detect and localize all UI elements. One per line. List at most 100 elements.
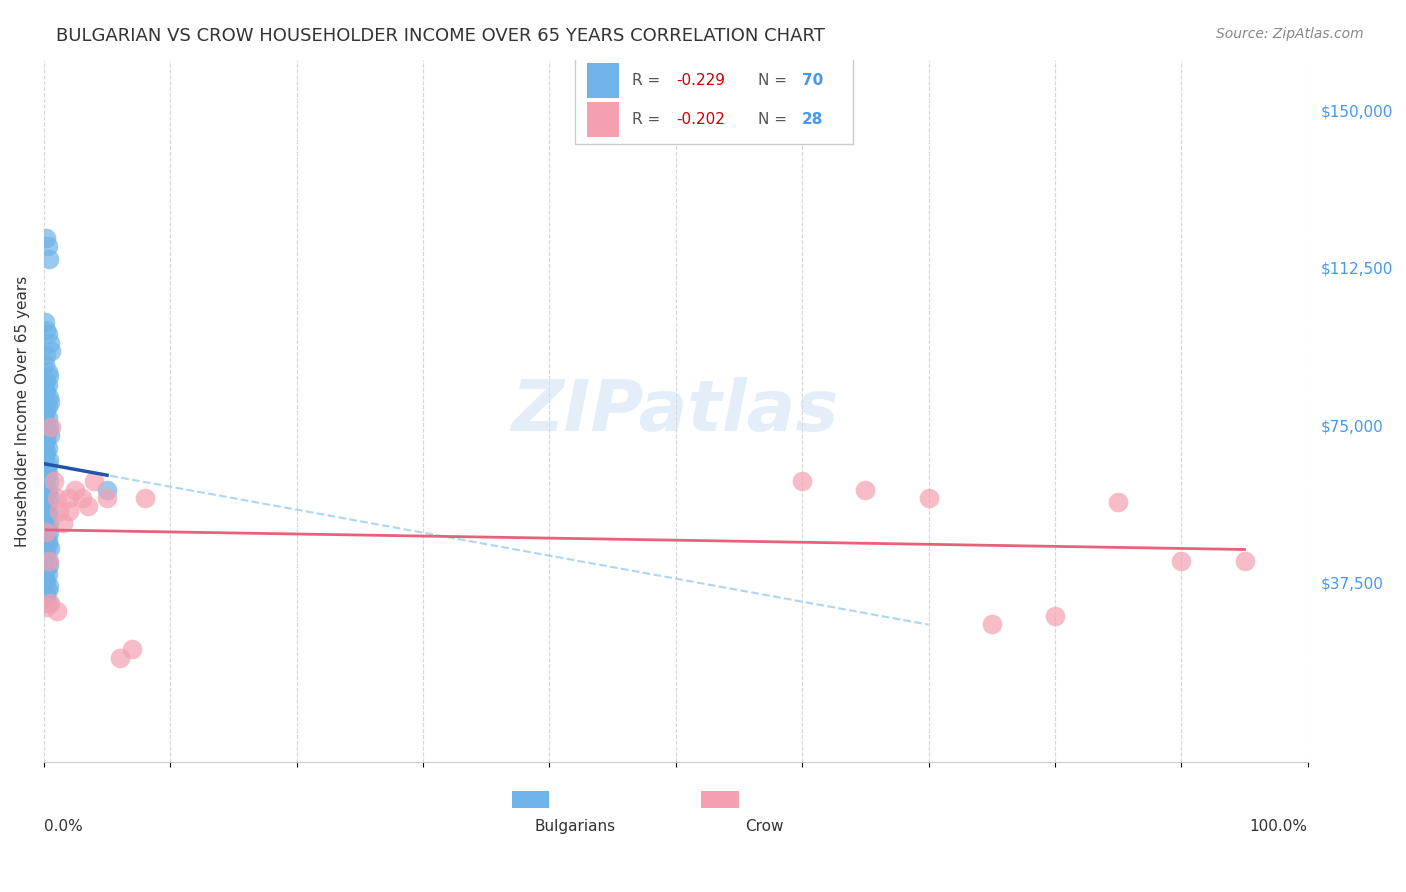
Point xyxy=(34,571,56,585)
Text: $150,000: $150,000 xyxy=(1320,104,1393,120)
Point xyxy=(37,458,59,472)
Text: N =: N = xyxy=(758,73,792,88)
Point xyxy=(35,323,58,337)
Point xyxy=(35,231,58,245)
Point xyxy=(34,357,56,371)
Text: 100.0%: 100.0% xyxy=(1250,819,1308,834)
Text: N =: N = xyxy=(758,112,792,127)
Point xyxy=(37,377,59,392)
Text: $37,500: $37,500 xyxy=(1320,576,1384,591)
Text: R =: R = xyxy=(631,112,665,127)
Text: ZIPatlas: ZIPatlas xyxy=(512,376,839,445)
Point xyxy=(38,453,60,467)
Bar xyxy=(575,53,853,144)
Point xyxy=(45,491,67,505)
Point xyxy=(1170,554,1192,568)
Text: Source: ZipAtlas.com: Source: ZipAtlas.com xyxy=(1216,27,1364,41)
Point xyxy=(38,524,60,539)
Point xyxy=(83,475,105,489)
Point xyxy=(38,475,60,489)
Point xyxy=(35,562,58,576)
Point xyxy=(35,433,58,447)
Point xyxy=(38,369,60,384)
Point xyxy=(37,411,59,425)
Point xyxy=(35,374,58,388)
Point xyxy=(39,394,62,409)
Point xyxy=(58,504,80,518)
Point xyxy=(41,344,63,359)
Point xyxy=(37,554,59,568)
Text: 70: 70 xyxy=(803,73,824,88)
Point xyxy=(35,416,58,430)
Point xyxy=(38,554,60,568)
Point xyxy=(65,483,87,497)
Point xyxy=(38,252,60,266)
Point xyxy=(108,650,131,665)
Point xyxy=(37,566,59,581)
Point xyxy=(39,541,62,556)
Point xyxy=(1043,608,1066,623)
Point xyxy=(34,382,56,396)
Point xyxy=(42,475,65,489)
Point xyxy=(52,516,75,531)
Point xyxy=(38,504,60,518)
Point xyxy=(37,533,59,547)
Point xyxy=(70,491,93,505)
Point xyxy=(96,483,118,497)
Point xyxy=(35,600,58,615)
Bar xyxy=(702,790,740,808)
Point xyxy=(37,239,59,253)
Point xyxy=(37,441,59,455)
Point xyxy=(792,475,814,489)
Point xyxy=(1233,554,1256,568)
Text: R =: R = xyxy=(631,73,665,88)
Bar xyxy=(588,63,619,98)
Point xyxy=(37,508,59,522)
Point xyxy=(37,495,59,509)
Point xyxy=(96,491,118,505)
Text: 0.0%: 0.0% xyxy=(44,819,83,834)
Point xyxy=(35,403,58,417)
Point xyxy=(38,419,60,434)
Point xyxy=(35,487,58,501)
Point xyxy=(38,579,60,593)
Point xyxy=(37,520,59,534)
Point xyxy=(917,491,939,505)
Point xyxy=(34,449,56,463)
Point xyxy=(35,445,58,459)
Point xyxy=(37,327,59,342)
Point xyxy=(35,529,58,543)
Point xyxy=(37,466,59,480)
Point xyxy=(37,596,59,610)
Text: BULGARIAN VS CROW HOUSEHOLDER INCOME OVER 65 YEARS CORRELATION CHART: BULGARIAN VS CROW HOUSEHOLDER INCOME OVE… xyxy=(56,27,825,45)
Point xyxy=(41,419,63,434)
Bar xyxy=(512,790,550,808)
Point xyxy=(37,399,59,413)
Point xyxy=(35,461,58,475)
Point xyxy=(35,504,58,518)
Point xyxy=(39,491,62,505)
Point xyxy=(39,335,62,350)
Point xyxy=(121,642,143,657)
Point xyxy=(37,583,59,598)
Point xyxy=(45,604,67,618)
Text: 28: 28 xyxy=(803,112,824,127)
Point xyxy=(34,512,56,526)
Point xyxy=(34,407,56,421)
Point xyxy=(37,483,59,497)
Point xyxy=(134,491,156,505)
Point xyxy=(35,516,58,531)
Point xyxy=(35,348,58,362)
Point xyxy=(1107,495,1129,509)
Text: -0.229: -0.229 xyxy=(676,73,725,88)
Point xyxy=(35,588,58,602)
Point xyxy=(34,549,56,564)
Point xyxy=(38,516,60,531)
Text: $75,000: $75,000 xyxy=(1320,419,1384,434)
Point xyxy=(58,491,80,505)
Point xyxy=(34,591,56,606)
Point xyxy=(35,524,58,539)
Point xyxy=(35,470,58,484)
Point xyxy=(35,546,58,560)
Point xyxy=(37,424,59,438)
